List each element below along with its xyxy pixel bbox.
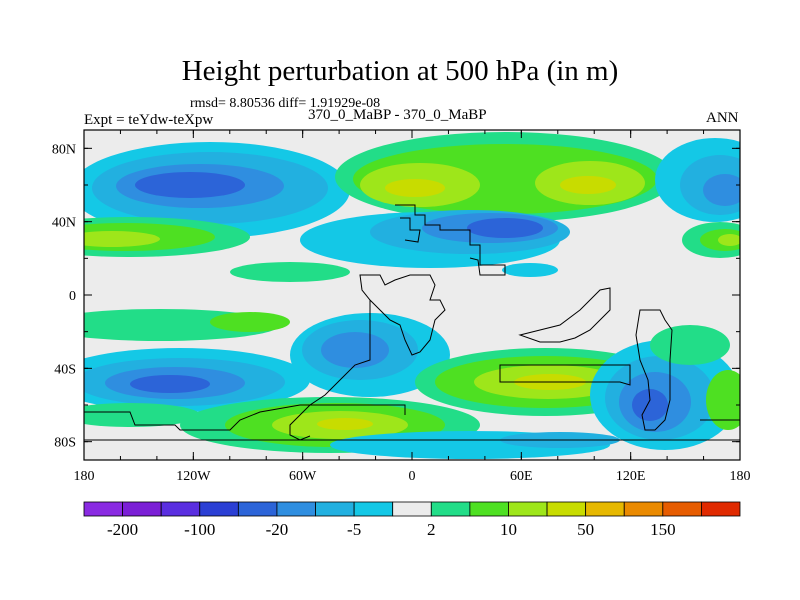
colorbar-swatch (623, 501, 664, 517)
tropical-high (230, 262, 350, 282)
africa-coast (359, 274, 446, 356)
india-coast (518, 287, 611, 343)
colorbar-swatch (546, 501, 587, 517)
colorbar-swatch (199, 501, 239, 517)
experiment-label: Expt = teYdw-teXpw (84, 112, 214, 128)
colorbar-swatch (160, 501, 201, 517)
x-axis: 180 120W 60W 0 60E 120E 180 (74, 130, 751, 484)
rmsd-subtitle: rmsd= 8.80536 diff= 1.91929e-08 (190, 96, 381, 111)
north-pacific-high (84, 217, 250, 257)
colorbar-label: 50 (577, 520, 594, 539)
season-label: ANN (706, 110, 739, 126)
colorbar-swatch (508, 501, 548, 517)
colorbar-swatch (83, 501, 123, 517)
x-tick-label: 180 (74, 469, 95, 484)
colorbar-swatch (662, 501, 702, 517)
colorbar-label: 2 (427, 520, 436, 539)
x-tick-label: 120E (616, 469, 646, 484)
map-field (84, 130, 740, 460)
colorbar-swatch (353, 501, 394, 517)
east-south-high (706, 370, 740, 430)
colorbar-label: -20 (266, 520, 289, 539)
south-pacific-low (84, 348, 310, 412)
europe-coast (400, 217, 421, 243)
center-label: 370_0_MaBP - 370_0_MaBP (308, 107, 487, 123)
x-tick-label: 120W (176, 469, 211, 484)
colorbar-swatch (469, 501, 509, 517)
x-tick-label: 60W (289, 469, 317, 484)
northeast-low (655, 138, 740, 222)
south-subtropical-high (84, 309, 290, 341)
antarctica-west (84, 404, 406, 431)
north-pacific-low (84, 142, 350, 238)
new-zealand-region (635, 309, 673, 431)
north-atlantic-high (335, 132, 675, 222)
arabian-low (502, 263, 558, 277)
x-tick-label: 0 (409, 469, 416, 484)
y-tick-label: 0 (69, 289, 76, 304)
australia-west (499, 364, 631, 386)
southwest-pacific-low (590, 340, 740, 450)
colorbar-swatch (392, 501, 432, 517)
coastlines (84, 204, 740, 441)
colorbar-label: 150 (650, 520, 676, 539)
colorbar-label: 10 (500, 520, 517, 539)
tasman-high (650, 325, 730, 365)
colorbar-swatch (585, 501, 625, 517)
colorbar: -200 -100 -20 -5 2 10 50 150 (83, 501, 741, 539)
colorbar-label: -5 (347, 520, 361, 539)
y-tick-label: 40S (54, 362, 76, 377)
colorbar-swatch (701, 501, 741, 517)
colorbar-swatch (276, 501, 316, 517)
figure-title: Height perturbation at 500 hPa (in m) (181, 55, 619, 87)
east-high (682, 222, 740, 258)
eurasia-coast (395, 204, 506, 276)
y-tick-label: 80N (52, 142, 76, 157)
colorbar-swatch (122, 501, 162, 517)
x-tick-label: 180 (730, 469, 751, 484)
colorbar-label: -200 (107, 520, 138, 539)
y-axis: 80N 40N 0 40S 80S (52, 142, 740, 451)
colorbar-label: -100 (184, 520, 215, 539)
y-tick-label: 40N (52, 216, 76, 231)
colorbar-swatch (430, 501, 471, 517)
antarctic-band (84, 403, 620, 459)
colorbar-swatch (315, 501, 355, 517)
colorbar-swatch (237, 501, 278, 517)
x-tick-label: 60E (510, 469, 533, 484)
y-tick-label: 80S (54, 436, 76, 451)
